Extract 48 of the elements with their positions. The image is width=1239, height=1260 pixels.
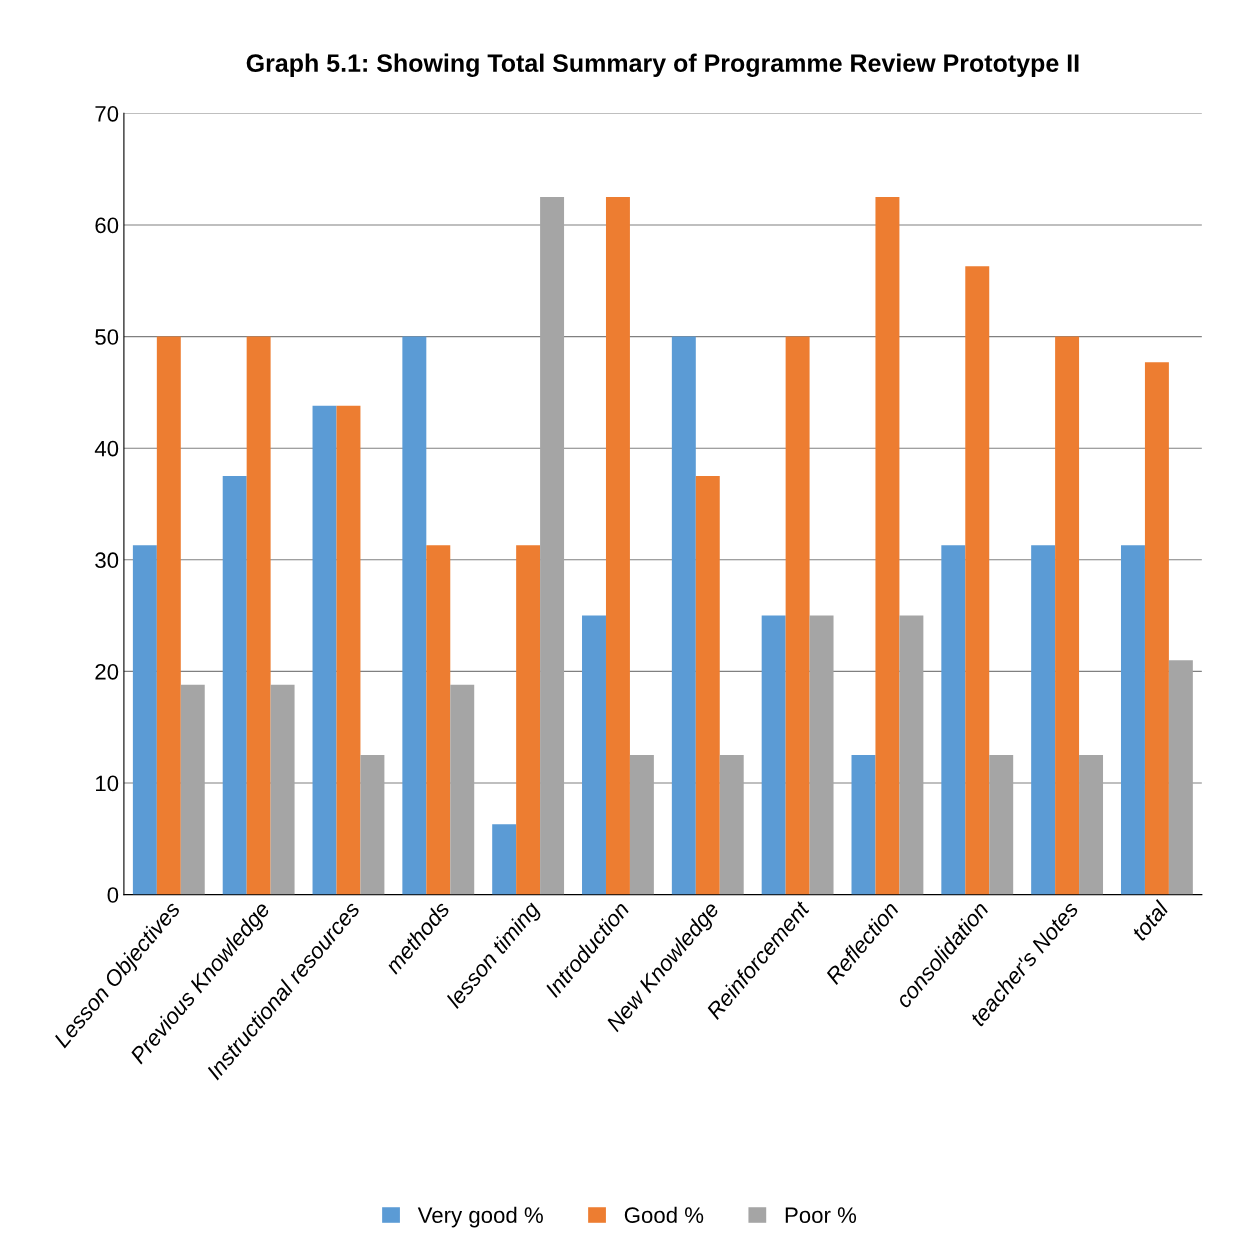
y-tick-label: 60 [95, 217, 119, 234]
bar [899, 615, 924, 895]
legend-label: Good % [624, 1206, 704, 1224]
bar [540, 197, 565, 895]
bar [270, 684, 295, 895]
bar [1031, 545, 1056, 895]
bar [360, 755, 385, 895]
bar [809, 615, 834, 895]
bar [516, 545, 541, 895]
y-tick-label: 20 [95, 663, 119, 680]
bar [989, 755, 1014, 895]
bar [1079, 755, 1104, 895]
bar [246, 336, 271, 895]
legend-label: Very good % [417, 1206, 543, 1228]
y-tick-label: 50 [95, 329, 119, 345]
chart-title: Graph 5.1: Showing Total Summary of Programme Review Prototype II [246, 53, 1079, 78]
y-tick-label: 30 [95, 552, 119, 569]
bar [426, 545, 451, 895]
bar [941, 545, 966, 895]
y-tick-label: 70 [95, 105, 119, 122]
y-tick-label: 0 [107, 887, 119, 903]
bar [582, 615, 606, 895]
bar [1168, 660, 1193, 895]
legend-label: Poor % [785, 1207, 857, 1224]
bar [492, 824, 517, 895]
bar [312, 405, 337, 895]
bar [719, 755, 744, 895]
bar [180, 684, 205, 895]
bar [965, 266, 990, 895]
bar [402, 336, 427, 895]
bar [785, 336, 810, 895]
bar [1055, 336, 1080, 895]
bar [671, 336, 696, 895]
bar [156, 336, 181, 895]
bar [450, 684, 475, 895]
bar [605, 197, 630, 895]
bar [336, 405, 361, 895]
bar [1144, 362, 1169, 895]
y-tick-label: 10 [96, 775, 119, 792]
bar [851, 755, 876, 895]
bar [222, 476, 247, 895]
bar [875, 197, 900, 895]
bar [761, 615, 786, 895]
bar [629, 755, 654, 895]
y-tick-label: 40 [94, 440, 119, 457]
bar [1120, 545, 1145, 895]
bar [695, 476, 720, 895]
bar [132, 545, 157, 895]
